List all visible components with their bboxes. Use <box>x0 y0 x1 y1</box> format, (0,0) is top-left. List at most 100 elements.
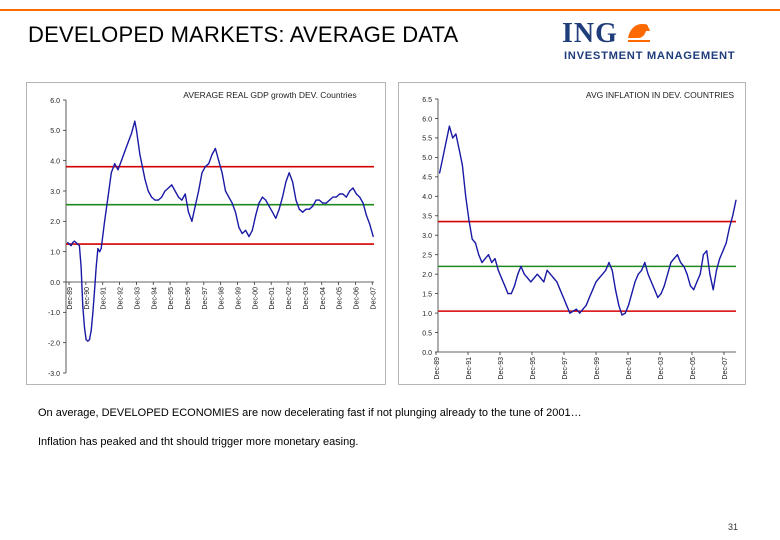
data-point <box>342 193 344 195</box>
x-tick-label: Dec-07 <box>722 357 729 380</box>
data-point <box>110 172 112 174</box>
x-tick-label: Dec-01 <box>626 357 633 380</box>
data-point <box>699 273 701 275</box>
data-point <box>601 273 604 275</box>
data-point <box>345 196 347 198</box>
data-point <box>228 196 230 198</box>
data-point <box>500 277 503 279</box>
data-point <box>689 285 691 287</box>
data-point <box>670 261 672 264</box>
data-point <box>527 277 529 279</box>
data-point <box>114 163 116 165</box>
data-point <box>75 242 77 244</box>
data-point <box>231 202 233 204</box>
chart-frame <box>398 82 746 385</box>
data-point <box>621 314 623 316</box>
data-point <box>572 310 574 312</box>
data-point <box>481 261 483 264</box>
slide-title: DEVELOPED MARKETS: AVERAGE DATA <box>28 22 459 47</box>
data-point <box>474 242 477 244</box>
data-point <box>735 199 737 201</box>
data-point <box>365 214 367 216</box>
x-tick-label: Dec-03 <box>303 287 310 310</box>
data-point <box>137 141 139 144</box>
data-point <box>683 265 685 267</box>
data-point <box>712 289 714 291</box>
data-point <box>68 243 70 245</box>
y-tick-label: 3.5 <box>422 214 432 221</box>
data-point <box>706 250 708 252</box>
y-tick-label: 4.0 <box>50 158 60 165</box>
y-tick-label: 3.0 <box>422 233 432 240</box>
data-point <box>82 305 84 307</box>
y-tick-label: 4.0 <box>422 194 432 201</box>
data-point <box>275 217 277 219</box>
y-tick-label: -1.0 <box>48 310 60 317</box>
x-tick-label: Dec-99 <box>594 357 601 380</box>
data-point <box>312 205 314 207</box>
data-point <box>663 285 665 287</box>
data-point <box>614 289 617 291</box>
data-point <box>265 199 267 201</box>
data-point <box>141 166 143 168</box>
data-point <box>533 277 535 279</box>
data-point <box>73 240 75 242</box>
x-tick-label: Dec-90 <box>84 287 91 310</box>
data-point <box>494 258 496 260</box>
data-point <box>261 196 263 198</box>
data-point <box>107 196 109 198</box>
data-point <box>164 190 166 192</box>
data-point <box>455 133 457 135</box>
data-point <box>87 340 89 342</box>
y-tick-label: 6.5 <box>422 97 432 104</box>
data-point <box>288 172 290 174</box>
data-point <box>335 196 337 198</box>
x-tick-label: Dec-01 <box>269 287 276 310</box>
data-point <box>130 132 133 134</box>
y-tick-label: 4.5 <box>422 175 432 182</box>
data-point <box>536 273 538 275</box>
data-point <box>588 296 590 299</box>
data-point <box>592 289 594 291</box>
data-point <box>161 196 163 198</box>
data-point <box>154 199 156 201</box>
data-point <box>461 164 463 166</box>
data-point <box>187 211 190 213</box>
data-point <box>184 193 186 195</box>
y-tick-label: 1.0 <box>50 249 60 256</box>
data-point <box>559 289 561 291</box>
data-point <box>211 154 213 156</box>
x-tick-label: Dec-04 <box>320 287 327 310</box>
data-point <box>72 242 74 244</box>
data-point <box>693 289 695 291</box>
data-point <box>517 273 519 275</box>
data-point <box>305 208 307 210</box>
data-point <box>359 196 361 198</box>
data-point <box>355 193 357 195</box>
data-point <box>650 281 652 283</box>
data-point <box>339 193 341 195</box>
data-point <box>575 308 577 310</box>
data-point <box>605 269 607 271</box>
data-point <box>549 273 551 275</box>
data-point <box>631 293 633 295</box>
data-point <box>471 238 473 240</box>
x-tick-label: Dec-06 <box>353 287 360 310</box>
data-point <box>484 258 486 260</box>
logo-brand-text: ING <box>562 18 618 49</box>
data-point <box>676 254 678 256</box>
chart-frame <box>26 82 386 385</box>
data-point <box>680 261 682 264</box>
data-point <box>627 304 630 306</box>
data-point <box>442 156 444 158</box>
data-point <box>478 254 480 256</box>
x-tick-label: Dec-99 <box>236 287 243 310</box>
data-point <box>258 202 260 204</box>
data-point <box>90 329 92 332</box>
data-point <box>298 208 300 210</box>
data-point <box>497 269 499 271</box>
data-point <box>268 205 270 207</box>
gdp-growth-chart: AVERAGE REAL GDP growth DEV. Countries 6.… <box>26 82 386 385</box>
data-point <box>248 235 250 238</box>
data-point <box>540 277 542 279</box>
